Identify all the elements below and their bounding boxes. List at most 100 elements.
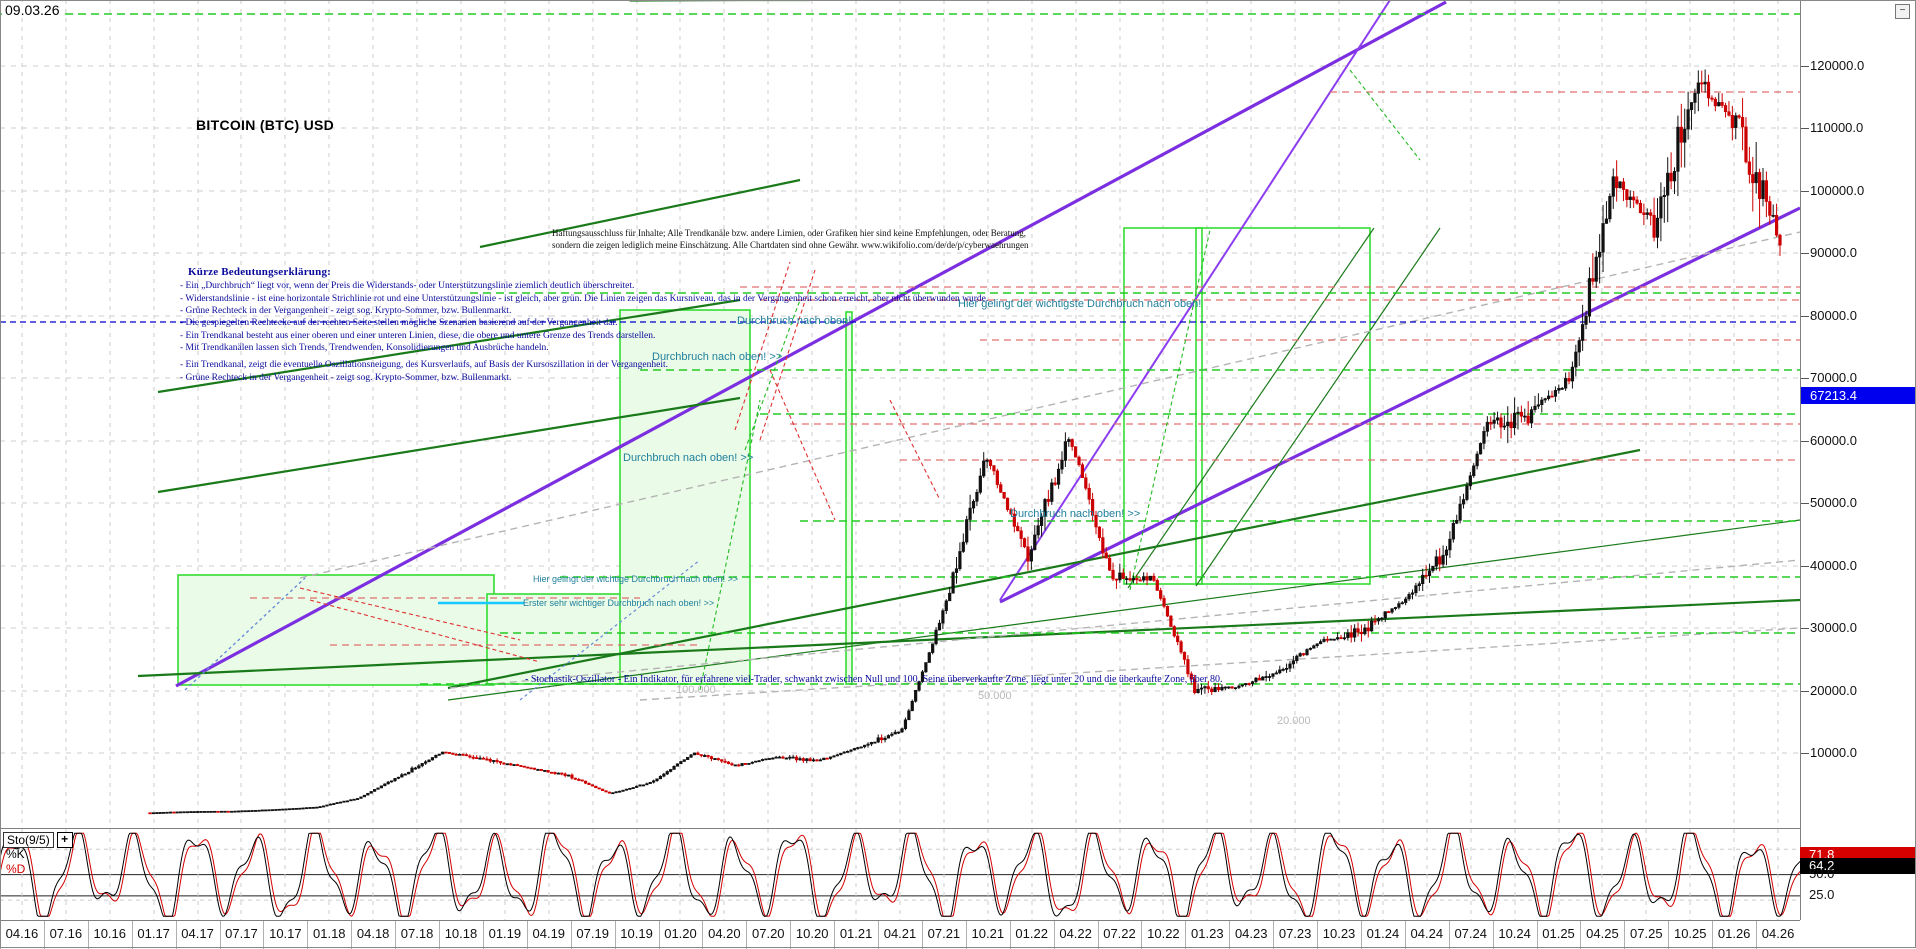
chart-annotation: Durchbruch nach oben! bbox=[737, 315, 852, 327]
x-axis-separator bbox=[1448, 921, 1450, 949]
x-axis-label: 07.25 bbox=[1630, 926, 1663, 941]
y-axis-tick bbox=[1801, 628, 1809, 630]
chart-annotation: Durchbruch nach oben! >> bbox=[652, 351, 783, 363]
x-axis-label: 07.21 bbox=[927, 926, 961, 941]
legend-line: - Ein Trendkanal, zeigt die eventuelle O… bbox=[180, 360, 668, 371]
x-axis-separator bbox=[1317, 921, 1319, 949]
y-axis-label: 50000.0 bbox=[1810, 495, 1857, 511]
x-axis-separator bbox=[1053, 921, 1055, 949]
legend-line: - Grüne Rechteck in der Vergangenheit - … bbox=[180, 305, 512, 316]
x-axis-separator bbox=[175, 921, 177, 949]
x-axis-separator bbox=[351, 921, 353, 949]
indicator-settings[interactable]: Sto(9/5) + bbox=[3, 832, 73, 848]
disclaimer-text: Haftungsausschluss für Inhalte; Alle Tre… bbox=[552, 228, 1029, 251]
x-axis-label: 04.25 bbox=[1586, 926, 1619, 941]
x-axis-separator bbox=[702, 921, 704, 949]
x-axis-separator bbox=[1492, 921, 1494, 949]
legend-title: Kürze Bedeutungserklärung: bbox=[188, 266, 332, 278]
x-axis-label: 07.16 bbox=[49, 926, 83, 941]
current-price-badge: 67213.4 bbox=[1801, 387, 1916, 405]
y-axis-label: 100000.0 bbox=[1810, 182, 1865, 198]
x-axis-label: 01.18 bbox=[312, 926, 346, 941]
stochastic-oscillator-pane[interactable]: Sto(9/5) + %K %D bbox=[0, 828, 1800, 921]
stochastic-note: - Stochastik-Oszillator - Ein Indikator,… bbox=[525, 674, 1223, 685]
x-axis-separator bbox=[1273, 921, 1275, 949]
x-axis-label: 01.24 bbox=[1366, 926, 1400, 941]
x-axis-label: 01.25 bbox=[1542, 926, 1575, 941]
y-axis-tick bbox=[1801, 128, 1809, 130]
chart-annotation: Durchbruch nach oben! >> bbox=[1010, 508, 1141, 520]
indicator-label: Sto(9/5) bbox=[3, 832, 54, 848]
x-axis-label: 04.19 bbox=[532, 926, 566, 941]
x-axis-separator bbox=[921, 921, 923, 949]
oscillator-tick-label: 50.0 bbox=[1809, 865, 1835, 881]
chart-drawings bbox=[0, 0, 1800, 701]
y-axis-price: 120000.0 110000.0 100000.0 90000.0 80000.0 70… bbox=[1800, 0, 1916, 920]
legend-line: - Ein Trendkanal besteht aus einer obere… bbox=[180, 330, 656, 341]
x-axis-label: 04.26 bbox=[1761, 926, 1795, 941]
x-axis-label: 07.20 bbox=[752, 926, 785, 941]
collapse-icon[interactable]: − bbox=[1895, 4, 1910, 19]
x-axis-label: 04.17 bbox=[181, 926, 214, 941]
chart-annotation: Hier gelingt der wichtigste Durchbruch n… bbox=[958, 298, 1202, 310]
price-watermark: 50.000 bbox=[978, 690, 1012, 702]
blue-dotted-rise-2 bbox=[519, 559, 701, 701]
y-axis-label: 10000.0 bbox=[1810, 745, 1857, 760]
legend-line: - Grüne Rechteck in der Vergangenheit - … bbox=[180, 372, 512, 383]
x-axis-separator bbox=[1712, 921, 1714, 949]
x-axis-separator bbox=[878, 921, 880, 949]
x-axis-label: 01.26 bbox=[1717, 926, 1751, 941]
x-axis-separator bbox=[439, 921, 441, 949]
x-axis-separator bbox=[263, 921, 265, 949]
y-axis-label: 90000.0 bbox=[1810, 245, 1857, 261]
x-axis-label: 04.24 bbox=[1410, 926, 1444, 941]
x-axis-separator bbox=[834, 921, 836, 949]
x-axis-separator bbox=[1229, 921, 1231, 949]
y-axis-tick bbox=[1801, 190, 1809, 192]
oscillator-tick-label: 25.0 bbox=[1809, 886, 1835, 902]
y-axis-tick bbox=[1801, 690, 1809, 692]
x-axis-label: 07.24 bbox=[1454, 926, 1487, 941]
y-axis-label: 80000.0 bbox=[1810, 307, 1857, 323]
x-axis-separator bbox=[1580, 921, 1582, 949]
x-axis-separator bbox=[1756, 921, 1758, 949]
x-axis-label: 07.17 bbox=[225, 926, 258, 941]
x-axis-separator bbox=[131, 921, 133, 949]
y-axis-label: 30000.0 bbox=[1810, 620, 1857, 636]
x-axis-separator bbox=[658, 921, 660, 949]
x-axis-label: 04.21 bbox=[883, 926, 917, 941]
legend-box: Kürze Bedeutungserklärung: - Ein „Durchbr… bbox=[180, 265, 988, 384]
candlestick-series bbox=[148, 69, 1782, 815]
x-axis-separator bbox=[614, 921, 616, 949]
x-axis-label: 04.18 bbox=[356, 926, 390, 941]
x-axis-separator bbox=[790, 921, 792, 949]
x-axis-separator bbox=[1009, 921, 1011, 949]
green-trendlines bbox=[137, 0, 1800, 690]
y-axis-label: 20000.0 bbox=[1810, 682, 1857, 698]
x-axis-separator bbox=[307, 921, 309, 949]
x-axis-label: 01.19 bbox=[488, 926, 522, 941]
y-axis-label: 70000.0 bbox=[1810, 370, 1857, 386]
y-axis-tick bbox=[1801, 753, 1809, 754]
x-axis-label: 10.21 bbox=[971, 926, 1005, 941]
x-axis: 04.16 07.16 10.16 01.17 04.17 07.17 10.17 01.18… bbox=[0, 920, 1800, 949]
x-axis-label: 10.19 bbox=[620, 926, 653, 941]
x-axis-separator bbox=[482, 921, 484, 949]
oscillator-k-badge: 64.2 bbox=[1800, 857, 1916, 874]
x-axis-separator bbox=[1536, 921, 1538, 949]
page-title: BITCOIN (BTC) USD bbox=[196, 117, 335, 133]
price-chart-pane[interactable]: BITCOIN (BTC) USD Haftungsausschluss für… bbox=[0, 0, 1800, 828]
y-axis-label: 60000.0 bbox=[1810, 432, 1857, 448]
x-axis-label: 07.18 bbox=[400, 926, 434, 941]
x-axis-label: 01.22 bbox=[1015, 926, 1048, 941]
bull-market-boxes bbox=[177, 227, 1371, 686]
x-axis-label: 01.20 bbox=[664, 926, 697, 941]
x-axis-label: 10.23 bbox=[1322, 926, 1356, 941]
expand-icon[interactable]: + bbox=[56, 832, 73, 848]
x-axis-label: 01.21 bbox=[839, 926, 873, 941]
x-axis-separator bbox=[965, 921, 967, 949]
x-axis-label: 10.18 bbox=[444, 926, 478, 941]
x-axis-label: 10.16 bbox=[93, 926, 127, 941]
x-axis-separator bbox=[219, 921, 221, 949]
disclaimer-line: Haftungsausschluss für Inhalte; Alle Tre… bbox=[552, 228, 1027, 238]
